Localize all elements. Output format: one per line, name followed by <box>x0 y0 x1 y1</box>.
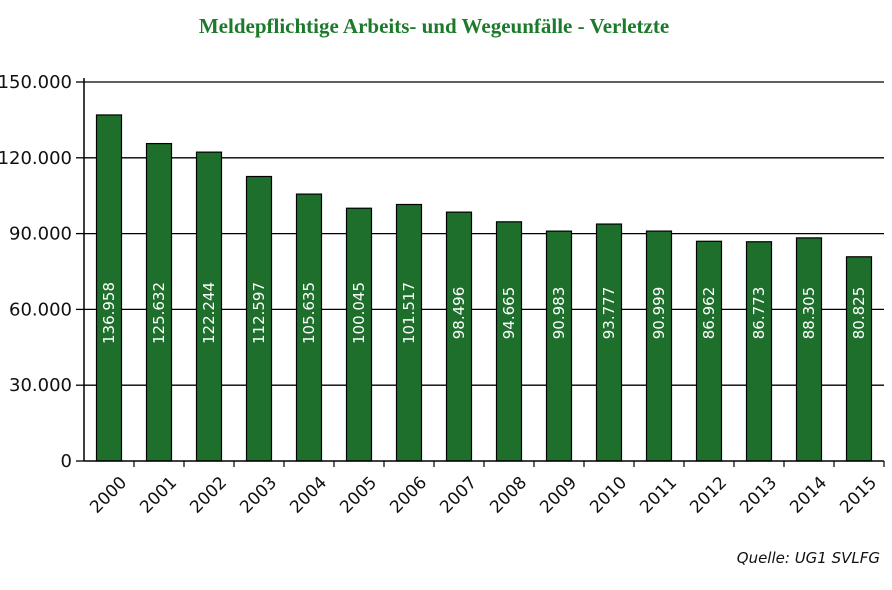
x-tick-label: 2015 <box>836 473 881 518</box>
bar-2014 <box>795 237 823 462</box>
y-tick-label: 120.000 <box>0 148 72 169</box>
x-tick-label: 2000 <box>86 473 131 518</box>
bar-2012 <box>695 240 723 462</box>
value-label: 125.632 <box>150 282 168 344</box>
bar-2004 <box>295 193 323 462</box>
bar-2007 <box>445 211 473 462</box>
x-tick-label: 2012 <box>686 473 731 518</box>
y-tick-label: 60.000 <box>9 299 72 320</box>
bar-2005 <box>345 207 373 462</box>
y-tick-label: 0 <box>61 451 72 472</box>
bars <box>95 114 873 462</box>
bar-2000 <box>95 114 123 462</box>
chart-title: Meldepflichtige Arbeits- und Wegeunfälle… <box>198 14 670 38</box>
value-label: 101.517 <box>400 282 418 344</box>
bar-2008 <box>495 221 523 462</box>
bar-2015 <box>845 256 873 462</box>
value-label: 94.665 <box>500 287 518 340</box>
bar-2010 <box>595 223 623 462</box>
x-tick-label: 2006 <box>386 473 431 518</box>
value-label: 112.597 <box>250 282 268 344</box>
bar-2009 <box>545 230 573 462</box>
bar-2006 <box>395 203 423 462</box>
value-label: 136.958 <box>100 282 118 344</box>
x-tick-label: 2014 <box>786 473 831 518</box>
value-label: 93.777 <box>600 287 618 340</box>
value-label: 98.496 <box>450 287 468 340</box>
x-tick-labels: 2000 2001 2002 2003 2004 2005 2006 2007 2008 2009… <box>86 473 881 518</box>
bar-2013 <box>745 241 773 462</box>
x-tick-label: 2008 <box>486 473 531 518</box>
x-tick-label: 2001 <box>136 473 181 518</box>
x-tick-label: 2002 <box>186 473 231 518</box>
y-tick-labels: 0 30.000 60.000 90.000 120.000 150.000 <box>0 72 72 472</box>
source-note: Quelle: UG1 SVLFG <box>736 549 880 567</box>
y-tick-label: 150.000 <box>0 72 72 93</box>
x-tick-label: 2005 <box>336 473 381 518</box>
value-label: 90.999 <box>650 287 668 340</box>
y-tick-label: 30.000 <box>9 375 72 396</box>
axes <box>76 78 885 467</box>
x-tick-label: 2007 <box>436 473 481 518</box>
x-tick-label: 2010 <box>586 473 631 518</box>
value-label: 80.825 <box>850 287 868 340</box>
value-labels: 136.958 125.632 122.244 112.597 105.635 100.0… <box>100 282 868 344</box>
value-label: 105.635 <box>300 282 318 344</box>
x-tick-label: 2004 <box>286 473 331 518</box>
value-label: 100.045 <box>350 282 368 344</box>
x-tick-label: 2013 <box>736 473 781 518</box>
value-label: 86.962 <box>700 287 718 340</box>
value-label: 86.773 <box>750 287 768 340</box>
x-tick-label: 2003 <box>236 473 281 518</box>
bar-2011 <box>645 230 673 462</box>
x-tick-label: 2009 <box>536 473 581 518</box>
x-tick-label: 2011 <box>636 473 681 518</box>
bar-2002 <box>195 151 223 462</box>
value-label: 122.244 <box>200 282 218 344</box>
y-tick-label: 90.000 <box>9 224 72 245</box>
value-label: 88.305 <box>800 287 818 340</box>
bar-2003 <box>245 175 273 462</box>
value-label: 90.983 <box>550 287 568 340</box>
